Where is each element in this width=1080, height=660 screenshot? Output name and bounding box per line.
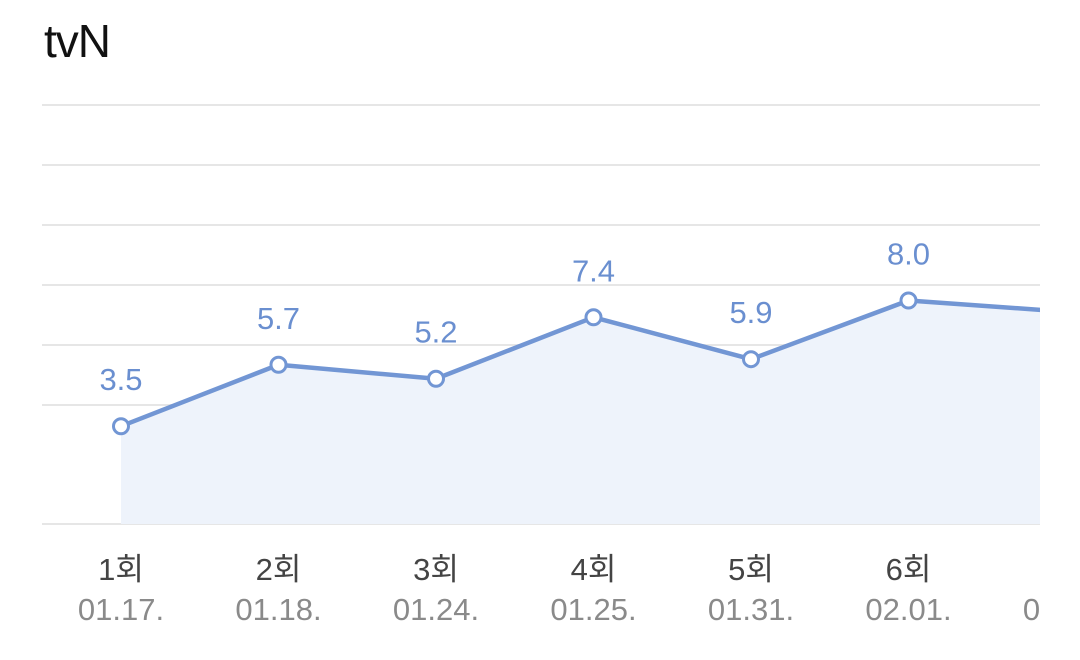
tick-label-date: 02.01. bbox=[865, 592, 951, 627]
data-label: 8.0 bbox=[887, 237, 930, 272]
x-axis-labels: 1회 01.17. 2회 01.18. 3회 01.24. 4회 01.25. 5회 01.31.… bbox=[78, 552, 1080, 627]
data-label: 5.2 bbox=[414, 315, 457, 350]
tick-label-episode: 5회 bbox=[728, 552, 774, 587]
tick-label-date: 01.18. bbox=[235, 592, 321, 627]
data-point[interactable] bbox=[427, 369, 445, 388]
tick-label-episode: 1회 bbox=[98, 552, 144, 587]
data-point[interactable] bbox=[899, 291, 918, 310]
series-area bbox=[121, 300, 1040, 524]
tick-label-date: 01.17. bbox=[78, 592, 164, 627]
tick-label-episode: 3회 bbox=[413, 552, 459, 587]
tick-label-date: 01.24. bbox=[393, 592, 479, 627]
tick-label-date: 01.25. bbox=[550, 592, 636, 627]
data-point[interactable] bbox=[584, 308, 603, 327]
tick-label-episode: 6회 bbox=[886, 552, 932, 587]
plot-area: 3.5 5.7 5.2 7.4 5.9 8.0 bbox=[99, 237, 1040, 524]
tick-label-date: 02.07. bbox=[1023, 592, 1080, 627]
tick-label-episode: 4회 bbox=[571, 552, 617, 587]
data-label: 7.4 bbox=[572, 253, 615, 288]
data-point[interactable] bbox=[269, 355, 288, 374]
tick-label-date: 01.31. bbox=[708, 592, 794, 627]
data-point[interactable] bbox=[742, 350, 760, 369]
data-label: 5.7 bbox=[257, 301, 300, 336]
data-point[interactable] bbox=[112, 417, 130, 436]
channel-title: tvN bbox=[44, 15, 111, 67]
data-label: 5.9 bbox=[729, 295, 772, 330]
tick-label-episode: 2회 bbox=[256, 552, 302, 587]
tick-label-episode: 7회 bbox=[1043, 552, 1080, 587]
data-label: 3.5 bbox=[99, 362, 142, 397]
